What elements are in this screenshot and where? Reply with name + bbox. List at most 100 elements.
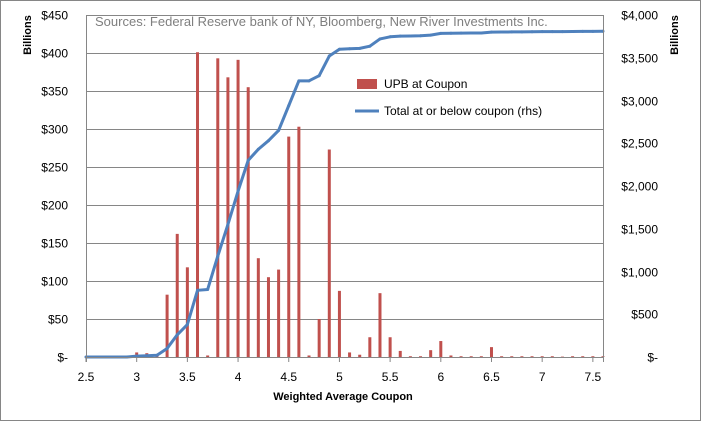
y-left-axis-title: Billions: [22, 15, 34, 55]
bar: [591, 356, 595, 357]
bar: [550, 356, 554, 357]
y-right-tick-label: $1,500: [621, 223, 658, 237]
source-note: Sources: Federal Reserve bank of NY, Blo…: [95, 14, 548, 29]
y-left-tick-label: $350: [41, 85, 68, 99]
bar: [489, 347, 493, 357]
x-tick-label: 7.5: [585, 370, 602, 384]
bar: [196, 52, 200, 358]
line-point: [277, 128, 281, 132]
line-point: [175, 333, 179, 337]
legend-label-line: Total at or below coupon (rhs): [384, 104, 542, 118]
bar: [358, 354, 362, 357]
line-point: [378, 37, 382, 41]
legend-swatch-bars: [357, 79, 377, 89]
bar: [175, 233, 179, 357]
line-point: [368, 44, 372, 48]
bar: [459, 356, 463, 357]
bar: [226, 77, 230, 357]
bar: [348, 352, 352, 357]
x-tick-label: 4: [235, 370, 242, 384]
line-point: [419, 34, 423, 38]
bar: [429, 350, 433, 357]
line-point: [297, 79, 301, 83]
line-point: [388, 35, 392, 39]
bar: [307, 355, 311, 357]
bar: [439, 341, 443, 357]
y-left-tick-label: $100: [41, 275, 68, 289]
line-point: [216, 254, 220, 258]
line-point: [398, 34, 402, 38]
bar: [581, 356, 585, 357]
y-right-tick-label: $1,000: [621, 266, 658, 280]
x-axis-title: Weighted Average Coupon: [273, 391, 413, 403]
bar: [236, 59, 240, 358]
y-right-axis-title: Billions: [669, 15, 681, 55]
line-point: [408, 34, 412, 38]
line-point: [591, 29, 595, 33]
line-point: [560, 30, 564, 34]
line-point: [236, 189, 240, 193]
y-right-tick-label: $2,500: [621, 137, 658, 151]
line-point: [358, 46, 362, 50]
bar: [337, 290, 341, 357]
line-point: [439, 31, 443, 35]
y-left-tick-label: $400: [41, 47, 68, 61]
x-tick-label: 5: [336, 370, 343, 384]
bar: [500, 356, 504, 357]
bar: [419, 356, 423, 357]
bar: [327, 149, 331, 357]
y-left-tick-label: $50: [48, 313, 68, 327]
line-point: [185, 323, 189, 327]
x-tick-label: 6: [437, 370, 444, 384]
y-left-tick-label: $300: [41, 123, 68, 137]
line-point: [165, 346, 169, 350]
line-point: [520, 30, 524, 34]
x-tick-label: 2.5: [78, 370, 95, 384]
y-right-tick-label: $-: [647, 351, 658, 365]
bar: [165, 294, 169, 357]
bar: [216, 58, 220, 357]
bar: [297, 126, 301, 357]
x-tick-label: 7: [539, 370, 546, 384]
x-tick-label: 4.5: [280, 370, 297, 384]
bar: [571, 356, 575, 357]
line-point: [348, 47, 352, 51]
bar: [287, 136, 291, 357]
line-series: [86, 29, 604, 359]
bar: [246, 87, 250, 357]
bar: [317, 319, 321, 357]
line-point: [145, 354, 149, 358]
y-left-tick-label: $-: [57, 351, 68, 365]
x-tick-label: 3.5: [179, 370, 196, 384]
x-tick-label: 6.5: [483, 370, 500, 384]
bar: [256, 258, 260, 357]
y-right-tick-label: $500: [631, 308, 658, 322]
line-point: [256, 147, 260, 151]
y-right-tick-label: $3,500: [621, 52, 658, 66]
bar: [185, 267, 189, 357]
y-right-tick-label: $4,000: [621, 9, 658, 23]
bar: [449, 355, 453, 357]
line-point: [489, 30, 493, 34]
bar: [479, 356, 483, 357]
line-point: [540, 30, 544, 34]
y-left-tick-label: $200: [41, 199, 68, 213]
line-point: [581, 29, 585, 33]
y-right-tick-label: $2,000: [621, 180, 658, 194]
line-point: [337, 47, 341, 51]
bar: [206, 355, 210, 357]
line-point: [266, 139, 270, 143]
bar: [266, 277, 270, 357]
line-point: [287, 104, 291, 108]
line-point: [246, 158, 250, 162]
bar: [277, 269, 281, 357]
bar: [368, 337, 372, 357]
y-left-tick-label: $150: [41, 237, 68, 251]
line-point: [155, 353, 159, 357]
line-point: [571, 30, 575, 33]
x-tick-label: 5.5: [382, 370, 399, 384]
line-point: [135, 354, 139, 358]
bar: [378, 293, 382, 357]
